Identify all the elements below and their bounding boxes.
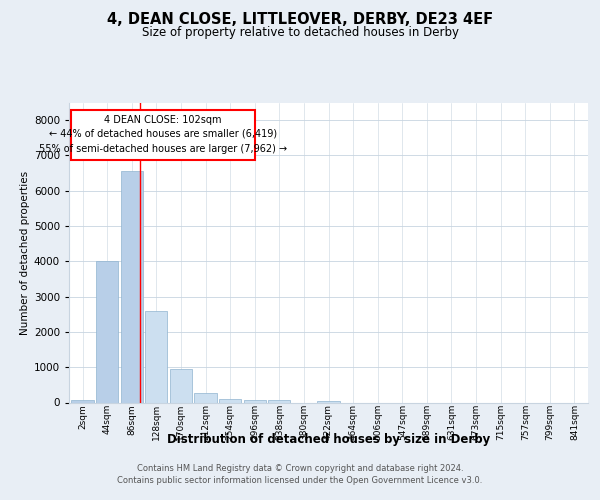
Text: 55% of semi-detached houses are larger (7,962) →: 55% of semi-detached houses are larger (… (39, 144, 287, 154)
Text: Distribution of detached houses by size in Derby: Distribution of detached houses by size … (167, 432, 490, 446)
Bar (317, 400, 340, 402)
Text: Contains public sector information licensed under the Open Government Licence v3: Contains public sector information licen… (118, 476, 482, 485)
Bar (170, 369, 192, 402)
Bar (121, 172, 143, 402)
Bar (71, 400, 94, 402)
Bar (219, 398, 241, 402)
Bar (268, 400, 290, 402)
Bar (145, 310, 167, 402)
Text: 4, DEAN CLOSE, LITTLEOVER, DERBY, DE23 4EF: 4, DEAN CLOSE, LITTLEOVER, DERBY, DE23 4… (107, 12, 493, 28)
Text: Size of property relative to detached houses in Derby: Size of property relative to detached ho… (142, 26, 458, 39)
Bar (71, 110, 255, 160)
Bar (96, 262, 118, 402)
Text: Contains HM Land Registry data © Crown copyright and database right 2024.: Contains HM Land Registry data © Crown c… (137, 464, 463, 473)
Text: ← 44% of detached houses are smaller (6,419): ← 44% of detached houses are smaller (6,… (49, 129, 277, 139)
Bar (244, 400, 266, 402)
Y-axis label: Number of detached properties: Number of detached properties (20, 170, 29, 334)
Bar (194, 392, 217, 402)
Text: 4 DEAN CLOSE: 102sqm: 4 DEAN CLOSE: 102sqm (104, 114, 222, 124)
